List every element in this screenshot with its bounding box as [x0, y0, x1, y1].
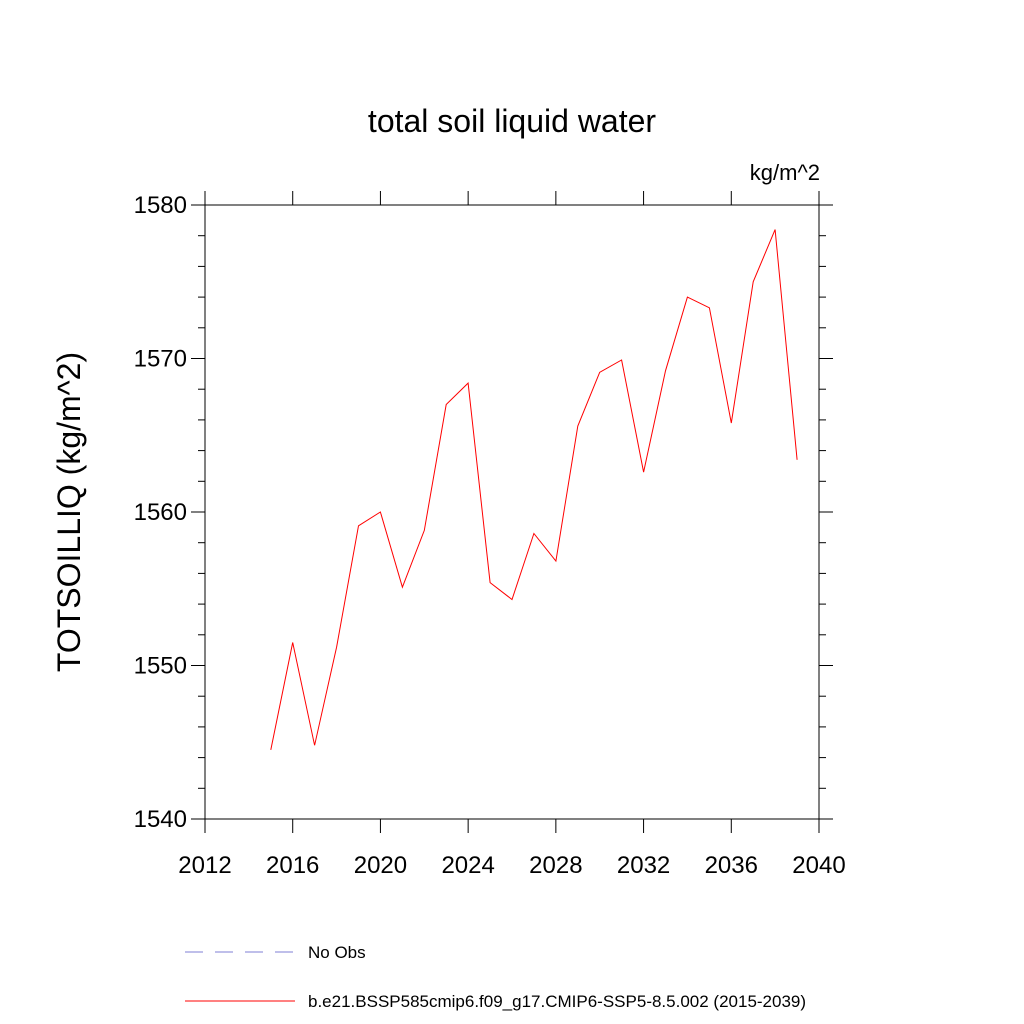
- x-tick-label: 2016: [266, 852, 319, 879]
- units-label: kg/m^2: [750, 160, 820, 185]
- y-tick-label: 1550: [134, 653, 187, 680]
- y-tick-label: 1570: [134, 346, 187, 373]
- y-tick-label: 1580: [134, 192, 187, 219]
- x-tick-label: 2020: [354, 852, 407, 879]
- y-tick-label: 1540: [134, 806, 187, 833]
- series-lines: [270, 229, 798, 750]
- x-tick-label: 2012: [178, 852, 231, 879]
- legend-label-0: No Obs: [308, 943, 366, 962]
- x-tick-label: 2040: [792, 852, 845, 879]
- x-tick-label: 2032: [617, 852, 670, 879]
- y-tick-label: 1560: [134, 499, 187, 526]
- y-axis-label: TOTSOILLIQ (kg/m^2): [51, 352, 87, 672]
- axis-ticks: 1540 1550 1560 1570 1580 2012 2016 2020 2024 2028…: [134, 191, 846, 879]
- chart-title: total soil liquid water: [368, 103, 656, 139]
- legend: No Obs b.e21.BSSP585cmip6.f09_g17.CMIP6-S…: [185, 943, 806, 1011]
- legend-label-1: b.e21.BSSP585cmip6.f09_g17.CMIP6-SSP5-8.…: [308, 992, 806, 1011]
- x-tick-label: 2028: [529, 852, 582, 879]
- x-tick-label: 2024: [441, 852, 494, 879]
- plot-frame: [204, 204, 820, 820]
- series-line-1: [270, 229, 798, 750]
- x-tick-label: 2036: [705, 852, 758, 879]
